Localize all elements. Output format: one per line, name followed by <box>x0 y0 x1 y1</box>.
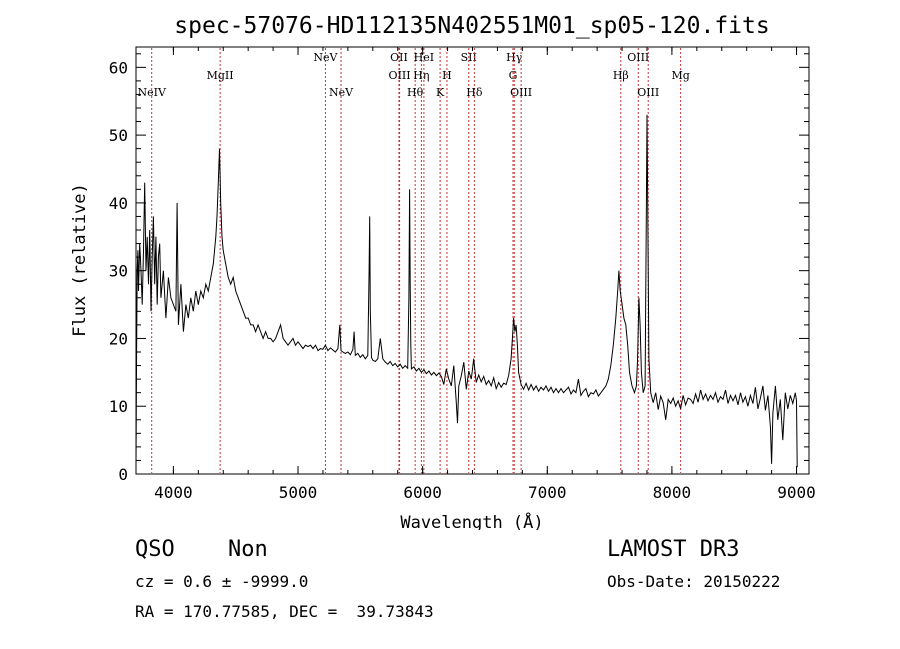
spectrum-plot: spec-57076-HD112135N402551M01_sp05-120.f… <box>70 13 816 530</box>
line-label: OIII <box>389 69 411 82</box>
line-label: HeI <box>414 51 434 64</box>
line-label: OIII <box>627 51 649 64</box>
y-tick-label: 20 <box>109 329 128 348</box>
line-label: Hδ <box>466 86 483 99</box>
redshift-cz: cz = 0.6 ± -9999.0 <box>135 572 309 591</box>
line-label: OIII <box>637 86 659 99</box>
line-label: G <box>509 69 518 82</box>
line-label: NeV <box>329 86 354 99</box>
x-tick-label: 8000 <box>653 483 692 502</box>
line-label: Mg <box>671 69 689 82</box>
object-class: QSO <box>135 537 175 562</box>
line-label: Hθ <box>407 86 424 99</box>
line-label: H <box>442 69 452 82</box>
line-label: SII <box>461 51 477 64</box>
x-tick-label: 5000 <box>279 483 318 502</box>
x-tick-label: 6000 <box>403 483 442 502</box>
line-label: Hβ <box>613 69 629 82</box>
plot-frame <box>135 46 810 475</box>
line-label: NeV <box>313 51 338 64</box>
y-tick-label: 50 <box>109 126 128 145</box>
y-tick-label: 40 <box>109 194 128 213</box>
object-subclass: Non <box>228 537 268 562</box>
line-label: NeIV <box>137 86 166 99</box>
x-axis-label: Wavelength (Å) <box>400 511 543 530</box>
line-label: OIII <box>510 86 532 99</box>
y-tick-label: 60 <box>109 58 128 77</box>
survey-name: LAMOST DR3 <box>607 537 740 562</box>
line-label: Hγ <box>506 51 523 64</box>
x-tick-label: 9000 <box>777 483 816 502</box>
emission-line-markers: NeIV MgII NeV NeV OII OIII Hθ Hη HeI KH SII Hδ Hγ G OI… <box>137 48 690 473</box>
chart-title: spec-57076-HD112135N402551M01_sp05-120.f… <box>174 13 769 39</box>
axes-ticks: 4000 5000 6000 7000 8000 9000 0 10 20 30 40 50 60 <box>109 47 816 502</box>
ra-dec: RA = 170.77585, DEC = 39.73843 <box>135 602 434 621</box>
x-tick-label: 7000 <box>528 483 567 502</box>
x-tick-label: 4000 <box>154 483 193 502</box>
y-tick-label: 0 <box>118 465 128 484</box>
line-label: Hη <box>413 69 429 82</box>
line-label: K <box>436 86 445 99</box>
line-label: MgII <box>207 69 234 82</box>
obs-date: Obs-Date: 20150222 <box>607 572 781 591</box>
y-axis-label: Flux (relative) <box>70 183 90 337</box>
line-label: OII <box>390 51 408 64</box>
y-tick-label: 10 <box>109 397 128 416</box>
y-tick-label: 30 <box>109 262 128 281</box>
spectrum-series <box>135 114 798 468</box>
